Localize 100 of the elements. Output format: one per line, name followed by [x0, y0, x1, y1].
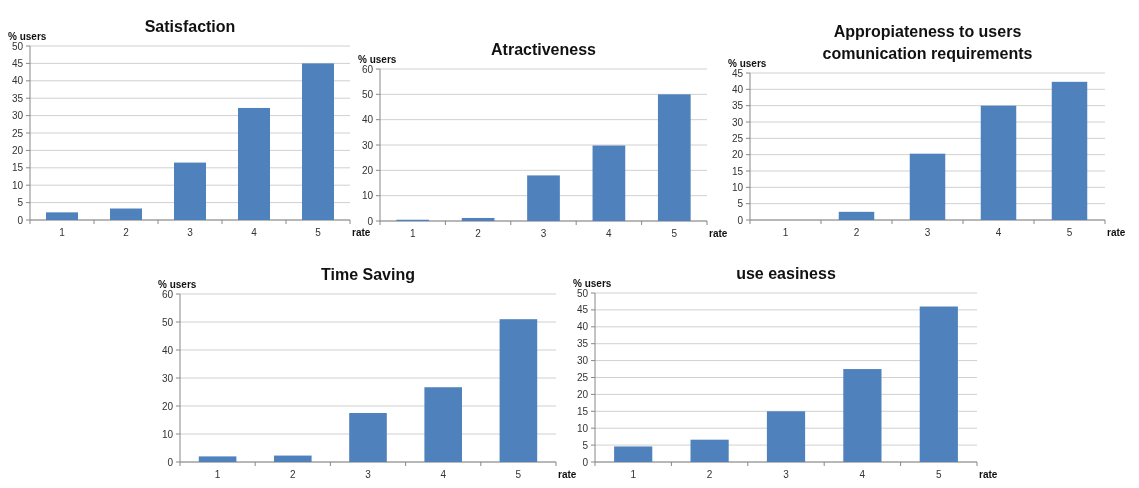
y-tick-label: 15: [576, 405, 589, 417]
bar: [657, 94, 691, 221]
y-tick-label: 40: [11, 75, 24, 87]
y-tick-label: 35: [576, 338, 589, 350]
y-tick-label: 5: [17, 197, 24, 209]
y-tick-label: 30: [11, 110, 24, 122]
bar: [461, 217, 495, 221]
bar: [274, 455, 312, 462]
y-tick-label: 50: [161, 316, 174, 328]
y-tick-label: 10: [576, 422, 589, 434]
y-tick-label: 60: [161, 288, 174, 300]
x-axis-title: rate: [1107, 227, 1126, 238]
y-tick-label: 45: [731, 67, 744, 79]
bar: [302, 63, 334, 220]
y-tick-label: 0: [582, 456, 589, 468]
bar: [843, 369, 882, 462]
y-tick-label: 20: [361, 164, 374, 176]
chart-title: Time Saving: [321, 266, 415, 283]
bar: [174, 162, 206, 220]
x-axis-title: rate: [709, 228, 728, 239]
y-tick-label: 40: [361, 114, 374, 126]
bar: [614, 446, 653, 462]
y-axis-title: % users: [8, 31, 47, 42]
y-tick-label: 15: [11, 162, 24, 174]
x-tick-label: 2: [290, 469, 297, 480]
y-tick-label: 45: [11, 57, 24, 69]
bar: [527, 175, 560, 221]
y-tick-label: 20: [576, 388, 589, 400]
y-tick-label: 5: [582, 439, 589, 451]
y-tick-label: 20: [731, 149, 744, 161]
x-tick-label: 1: [630, 469, 637, 480]
y-tick-label: 35: [731, 100, 744, 112]
y-tick-label: 40: [576, 321, 589, 333]
y-tick-label: 0: [737, 214, 744, 226]
y-tick-label: 50: [11, 40, 24, 52]
x-axis-title: rate: [979, 469, 998, 480]
x-tick-label: 5: [671, 228, 678, 239]
y-tick-label: 30: [731, 116, 744, 128]
x-tick-label: 2: [706, 469, 713, 480]
bar: [919, 306, 958, 462]
bar: [1051, 81, 1088, 220]
x-tick-label: 3: [187, 227, 194, 238]
x-tick-label: 4: [440, 469, 447, 480]
bar: [46, 212, 78, 220]
bar: [980, 105, 1017, 220]
x-tick-label: 2: [475, 228, 482, 239]
x-tick-label: 4: [995, 227, 1002, 238]
y-tick-label: 15: [731, 165, 744, 177]
x-tick-label: 1: [214, 469, 221, 480]
y-axis-title: % users: [573, 278, 612, 289]
y-tick-label: 0: [367, 215, 374, 227]
y-tick-label: 25: [731, 132, 744, 144]
chart-title: Appropiateness to users comunication requirements: [822, 23, 1033, 62]
bar: [766, 411, 806, 462]
y-tick-label: 50: [576, 287, 589, 299]
bar: [424, 387, 462, 462]
y-tick-label: 0: [167, 456, 174, 468]
x-tick-label: 4: [251, 227, 258, 238]
x-tick-label: 5: [515, 469, 522, 480]
y-tick-label: 40: [161, 344, 174, 356]
y-axis-title: % users: [358, 54, 397, 65]
x-tick-label: 5: [1066, 227, 1073, 238]
x-tick-label: 3: [924, 227, 931, 238]
x-axis-title: rate: [558, 469, 577, 480]
y-tick-label: 20: [11, 144, 24, 156]
y-tick-label: 35: [11, 92, 24, 104]
x-axis-title: rate: [352, 227, 371, 238]
x-tick-label: 1: [782, 227, 789, 238]
y-tick-label: 50: [361, 88, 374, 100]
x-tick-label: 3: [365, 469, 372, 480]
y-tick-label: 0: [17, 214, 24, 226]
y-tick-label: 40: [731, 83, 744, 95]
y-tick-label: 45: [576, 304, 589, 316]
y-axis-title: % users: [728, 58, 767, 69]
x-tick-label: 4: [859, 469, 866, 480]
y-axis-title: % users: [158, 279, 197, 290]
bar: [110, 208, 142, 220]
chart-title: use easiness: [736, 265, 836, 282]
bar: [690, 439, 729, 462]
bar: [499, 319, 538, 462]
y-tick-label: 30: [576, 355, 589, 367]
y-tick-label: 10: [161, 428, 174, 440]
y-tick-label: 5: [737, 198, 744, 210]
bar: [238, 107, 270, 220]
y-tick-label: 60: [361, 63, 374, 75]
y-tick-label: 25: [576, 372, 589, 383]
bar: [838, 211, 875, 220]
bar: [349, 413, 387, 462]
bar: [592, 145, 626, 221]
bar: [198, 456, 237, 462]
x-tick-label: 3: [540, 228, 547, 239]
x-tick-label: 2: [853, 227, 860, 238]
y-tick-label: 30: [361, 139, 374, 151]
x-tick-label: 5: [936, 469, 943, 480]
x-tick-label: 3: [783, 469, 790, 480]
x-tick-label: 1: [59, 227, 66, 238]
chart-title: Satisfaction: [144, 18, 236, 35]
y-tick-label: 10: [361, 190, 374, 202]
x-tick-label: 4: [606, 228, 613, 239]
x-tick-label: 1: [409, 228, 416, 239]
